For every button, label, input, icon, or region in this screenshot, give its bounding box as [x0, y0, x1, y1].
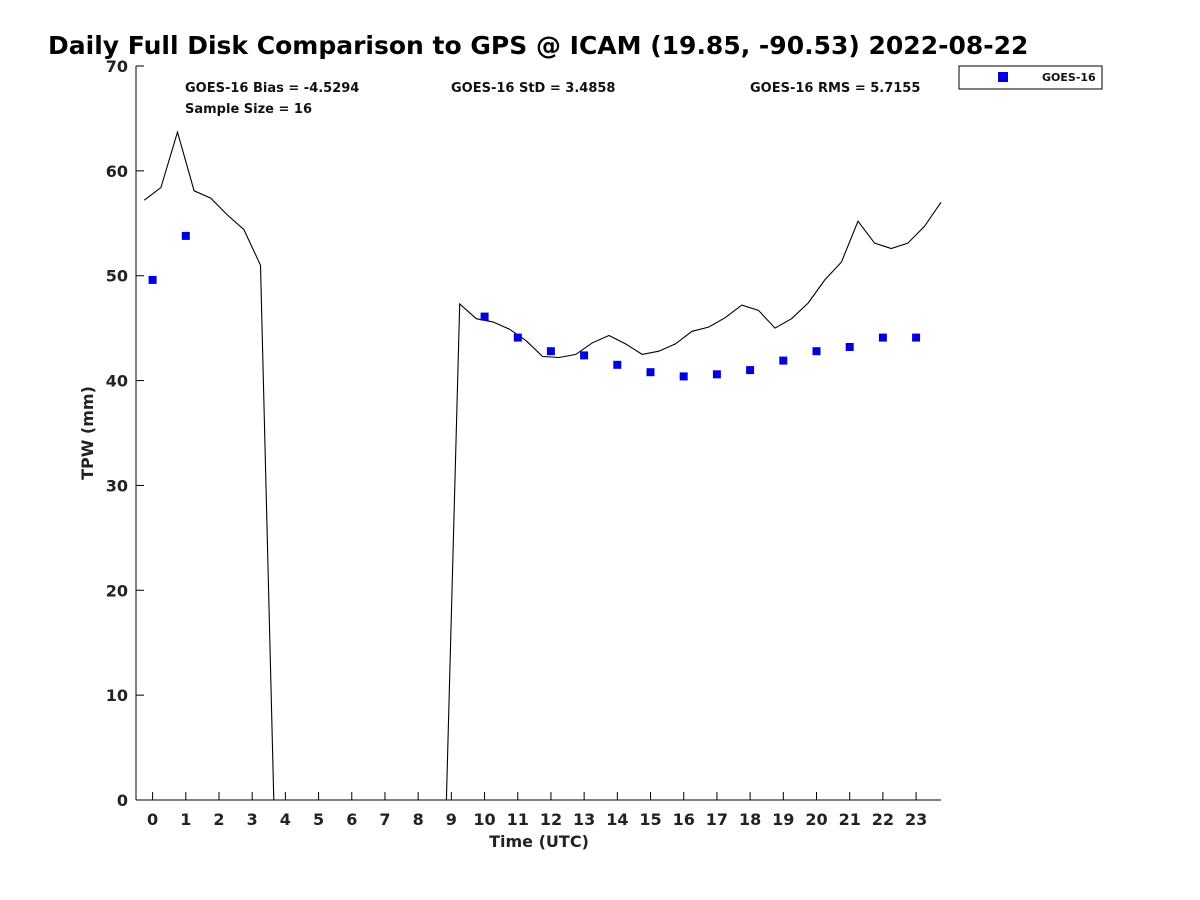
x-tick-label: 23 — [905, 810, 927, 829]
x-tick-label: 13 — [573, 810, 595, 829]
axes — [135, 66, 941, 801]
x-tick-label: 3 — [247, 810, 258, 829]
goes-point — [812, 347, 821, 356]
y-axis-label: TPW (mm) — [78, 386, 97, 480]
x-axis-label: Time (UTC) — [489, 832, 589, 851]
rms-stat: GOES-16 RMS = 5.7155 — [750, 81, 920, 96]
gps-series — [143, 130, 942, 801]
goes-point — [845, 343, 854, 351]
goes-point — [646, 368, 655, 377]
y-tick-label: 0 — [117, 791, 128, 810]
goes-point — [779, 356, 788, 365]
legend-box — [958, 65, 1103, 90]
x-tick-label: 18 — [739, 810, 761, 829]
y-tick-label: 20 — [106, 581, 128, 600]
std-stat: GOES-16 StD = 3.4858 — [451, 81, 615, 96]
goes-point — [878, 333, 887, 342]
x-tick-label: 14 — [606, 810, 628, 829]
goes-point — [679, 372, 688, 381]
x-tick-label: 1 — [180, 810, 191, 829]
x-tick-label: 21 — [839, 810, 861, 829]
goes-point — [580, 351, 589, 360]
goes-point — [513, 333, 522, 342]
x-tick-label: 5 — [313, 810, 324, 829]
y-tick-label: 40 — [106, 372, 128, 391]
y-tick-label: 30 — [106, 476, 128, 495]
y-tick-label: 70 — [106, 57, 128, 76]
ticks: 0 1 2 3 4 5 6 7 8 9 10 11 12 13 14 15 16 17 18 19 20 21 22 2301… — [106, 57, 928, 829]
x-tick-label: 0 — [147, 810, 158, 829]
x-tick-label: 6 — [346, 810, 357, 829]
x-tick-label: 22 — [872, 810, 894, 829]
legend-label: GOES-16 — [1042, 71, 1096, 84]
x-tick-label: 2 — [213, 810, 224, 829]
y-tick-label: 60 — [106, 162, 128, 181]
x-tick-label: 7 — [379, 810, 390, 829]
goes-point — [181, 231, 190, 240]
x-tick-label: 19 — [772, 810, 794, 829]
x-tick-label: 16 — [673, 810, 695, 829]
y-tick-label: 50 — [106, 267, 128, 286]
sample-size-stat: Sample Size = 16 — [185, 102, 312, 117]
goes-point — [613, 360, 622, 369]
goes-point — [546, 347, 555, 356]
x-tick-label: 9 — [446, 810, 457, 829]
x-tick-label: 8 — [413, 810, 424, 829]
x-tick-label: 11 — [507, 810, 529, 829]
bias-stat: GOES-16 Bias = -4.5294 — [185, 81, 359, 96]
x-tick-label: 20 — [805, 810, 827, 829]
legend-marker — [998, 72, 1008, 82]
x-tick-label: 15 — [639, 810, 661, 829]
goes-point — [912, 333, 921, 342]
goes-series — [148, 231, 921, 381]
x-tick-label: 4 — [280, 810, 291, 829]
goes-point — [148, 275, 157, 284]
legend: GOES-16 — [958, 65, 1103, 90]
chart-title: Daily Full Disk Comparison to GPS @ ICAM… — [48, 31, 1028, 60]
y-tick-label: 10 — [106, 686, 128, 705]
goes-point — [480, 312, 489, 321]
gps-line — [143, 130, 942, 801]
x-tick-label: 17 — [706, 810, 728, 829]
goes-point — [746, 366, 755, 375]
x-tick-label: 10 — [473, 810, 495, 829]
x-tick-label: 12 — [540, 810, 562, 829]
goes-point — [712, 370, 721, 379]
